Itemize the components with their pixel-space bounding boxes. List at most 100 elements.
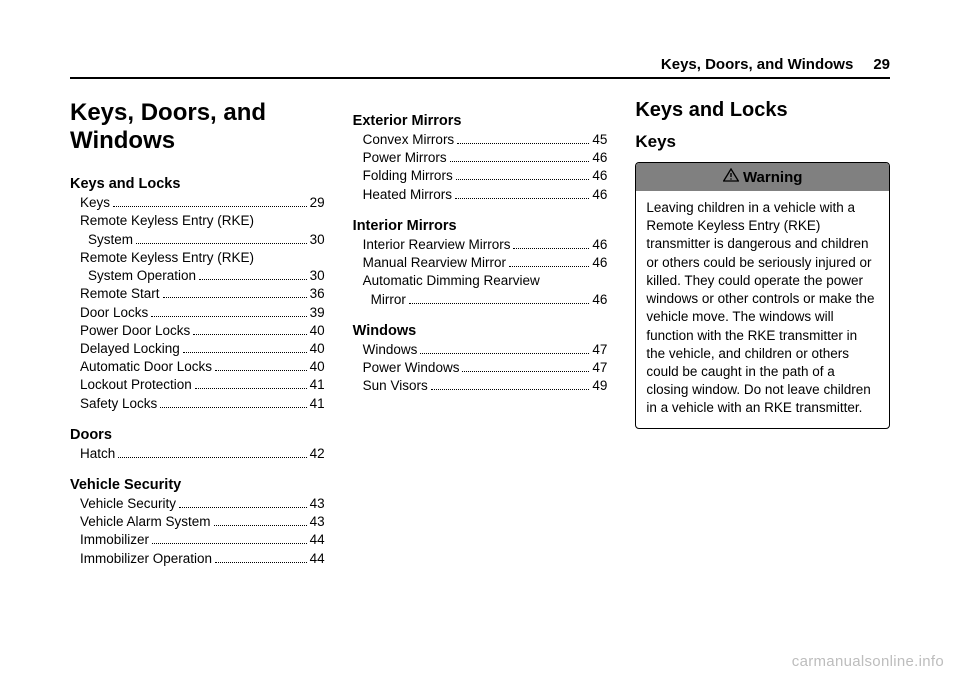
toc-entry-label: Vehicle Security <box>70 495 176 513</box>
toc-leader-dots <box>420 353 589 354</box>
toc-entry-label: Keys <box>70 194 110 212</box>
toc-leader-dots <box>152 543 307 544</box>
header-page-number: 29 <box>873 56 890 73</box>
toc-entry: Convex Mirrors 45 <box>353 131 608 149</box>
toc-entry-page: 43 <box>310 513 325 531</box>
toc-entry: Hatch 42 <box>70 445 325 463</box>
warning-box: Warning Leaving children in a vehicle wi… <box>635 162 890 429</box>
toc-entry-label: Lockout Protection <box>70 376 192 394</box>
toc-entry-page: 29 <box>310 194 325 212</box>
toc-leader-dots <box>193 334 306 335</box>
toc-entry: Power Mirrors46 <box>353 149 608 167</box>
toc-entry-label: Convex Mirrors <box>353 131 455 149</box>
section-heading: Keys and Locks <box>635 99 890 122</box>
toc-leader-dots <box>214 525 307 526</box>
toc-leader-dots <box>136 243 307 244</box>
toc-leader-dots <box>457 143 589 144</box>
toc-entry-page: 46 <box>592 236 607 254</box>
toc-entry: Delayed Locking 40 <box>70 340 325 358</box>
warning-text: Leaving children in a vehicle with a Rem… <box>636 191 889 428</box>
toc-entry: Automatic Dimming Rearview <box>353 272 608 290</box>
toc-entry-page: 46 <box>592 254 607 272</box>
toc-section-title: Vehicle Security <box>70 477 325 493</box>
toc-leader-dots <box>113 206 307 207</box>
toc-entry: Windows47 <box>353 341 608 359</box>
warning-label: Warning <box>743 169 802 186</box>
toc-entry-label: Door Locks <box>70 304 148 322</box>
toc-entry-label: Vehicle Alarm System <box>70 513 211 531</box>
toc-section-title: Exterior Mirrors <box>353 113 608 129</box>
toc-entry: Remote Keyless Entry (RKE) <box>70 212 325 230</box>
toc-leader-dots <box>462 371 589 372</box>
toc-entry: Door Locks 39 <box>70 304 325 322</box>
toc-entry: Remote Keyless Entry (RKE) <box>70 249 325 267</box>
toc-entry-page: 39 <box>310 304 325 322</box>
toc-entry-label: Hatch <box>70 445 115 463</box>
toc-entry-label: Automatic Dimming Rearview <box>353 272 540 290</box>
toc-entry: Immobilizer 44 <box>70 531 325 549</box>
toc-entry-label: Safety Locks <box>70 395 157 413</box>
toc-entry: Keys 29 <box>70 194 325 212</box>
toc-entry-label: Remote Keyless Entry (RKE) <box>70 249 254 267</box>
toc-entry: Safety Locks41 <box>70 395 325 413</box>
toc-entry-page: 46 <box>592 149 607 167</box>
toc-entry-page: 46 <box>592 186 607 204</box>
toc-entry: Interior Rearview Mirrors 46 <box>353 236 608 254</box>
header-title: Keys, Doors, and Windows <box>661 56 853 73</box>
warning-header: Warning <box>636 163 889 191</box>
toc-section-title: Keys and Locks <box>70 176 325 192</box>
toc-entry: Mirror 46 <box>353 291 608 309</box>
toc-entry-page: 40 <box>310 340 325 358</box>
toc-leader-dots <box>151 316 306 317</box>
toc-entry: Power Windows47 <box>353 359 608 377</box>
toc-entry-label: Interior Rearview Mirrors <box>353 236 511 254</box>
toc-entry-label: Heated Mirrors <box>353 186 452 204</box>
page: Keys, Doors, and Windows 29 Keys, Doors,… <box>0 0 960 588</box>
toc-entry-label: Manual Rearview Mirror <box>353 254 506 272</box>
toc-section-title: Interior Mirrors <box>353 218 608 234</box>
subsection-heading: Keys <box>635 132 890 152</box>
toc-entry-label: Automatic Door Locks <box>70 358 212 376</box>
toc-entry: Automatic Door Locks 40 <box>70 358 325 376</box>
toc-entry-page: 47 <box>592 359 607 377</box>
toc-entry-page: 45 <box>592 131 607 149</box>
toc-leader-dots <box>409 303 589 304</box>
toc-leader-dots <box>199 279 307 280</box>
warning-triangle-icon <box>723 168 739 186</box>
toc-entry-page: 36 <box>310 285 325 303</box>
toc-leader-dots <box>163 297 307 298</box>
toc-entry-label: System Operation <box>70 267 196 285</box>
toc-entry: Immobilizer Operation44 <box>70 550 325 568</box>
toc-entry: Lockout Protection41 <box>70 376 325 394</box>
toc-leader-dots <box>455 198 589 199</box>
toc-entry-label: Mirror <box>353 291 406 309</box>
toc-entry-page: 44 <box>310 550 325 568</box>
column-1: Keys, Doors, and Windows Keys and LocksK… <box>70 99 325 568</box>
toc-entry-label: Power Door Locks <box>70 322 190 340</box>
toc-entry: Manual Rearview Mirror 46 <box>353 254 608 272</box>
toc-entry-label: Remote Keyless Entry (RKE) <box>70 212 254 230</box>
toc-leader-dots <box>215 370 307 371</box>
column-2: Exterior Mirrors Convex Mirrors 45Power Mi… <box>353 99 608 568</box>
toc-entry-page: 43 <box>310 495 325 513</box>
toc-entry: Vehicle Alarm System 43 <box>70 513 325 531</box>
toc-leader-dots <box>456 179 590 180</box>
toc-entry-label: System <box>70 231 133 249</box>
toc-entry-page: 49 <box>592 377 607 395</box>
toc-section-title: Windows <box>353 323 608 339</box>
toc-entry-label: Immobilizer <box>70 531 149 549</box>
toc-entry-page: 46 <box>592 167 607 185</box>
toc-entry-label: Delayed Locking <box>70 340 180 358</box>
toc-entry-page: 46 <box>592 291 607 309</box>
toc-leader-dots <box>160 407 306 408</box>
toc-leader-dots <box>118 457 306 458</box>
toc-leader-dots <box>450 161 590 162</box>
toc-entry-page: 30 <box>310 231 325 249</box>
toc-entry-page: 44 <box>310 531 325 549</box>
toc-entry-page: 42 <box>310 445 325 463</box>
toc-entry-page: 40 <box>310 358 325 376</box>
toc-entry: Folding Mirrors46 <box>353 167 608 185</box>
toc-entry-page: 40 <box>310 322 325 340</box>
watermark: carmanualsonline.info <box>792 653 944 670</box>
toc-entry: Sun Visors49 <box>353 377 608 395</box>
